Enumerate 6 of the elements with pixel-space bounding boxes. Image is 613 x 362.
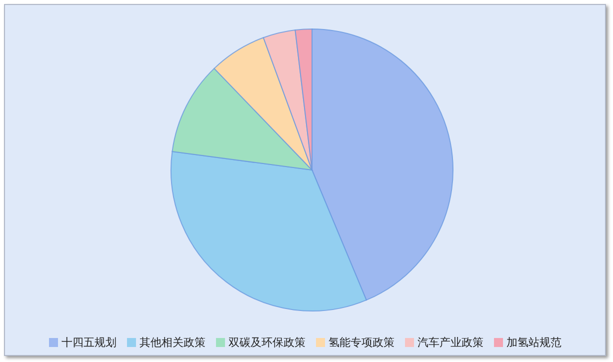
legend-label: 十四五规划 (60, 335, 116, 350)
legend-label: 汽车产业政策 (416, 335, 484, 350)
legend-label: 氢能专项政策 (328, 335, 394, 350)
legend-label: 双碳及环保政策 (228, 335, 306, 350)
legend-label: 其他相关政策 (138, 335, 206, 350)
legend-label: 加氢站规范 (506, 335, 562, 350)
